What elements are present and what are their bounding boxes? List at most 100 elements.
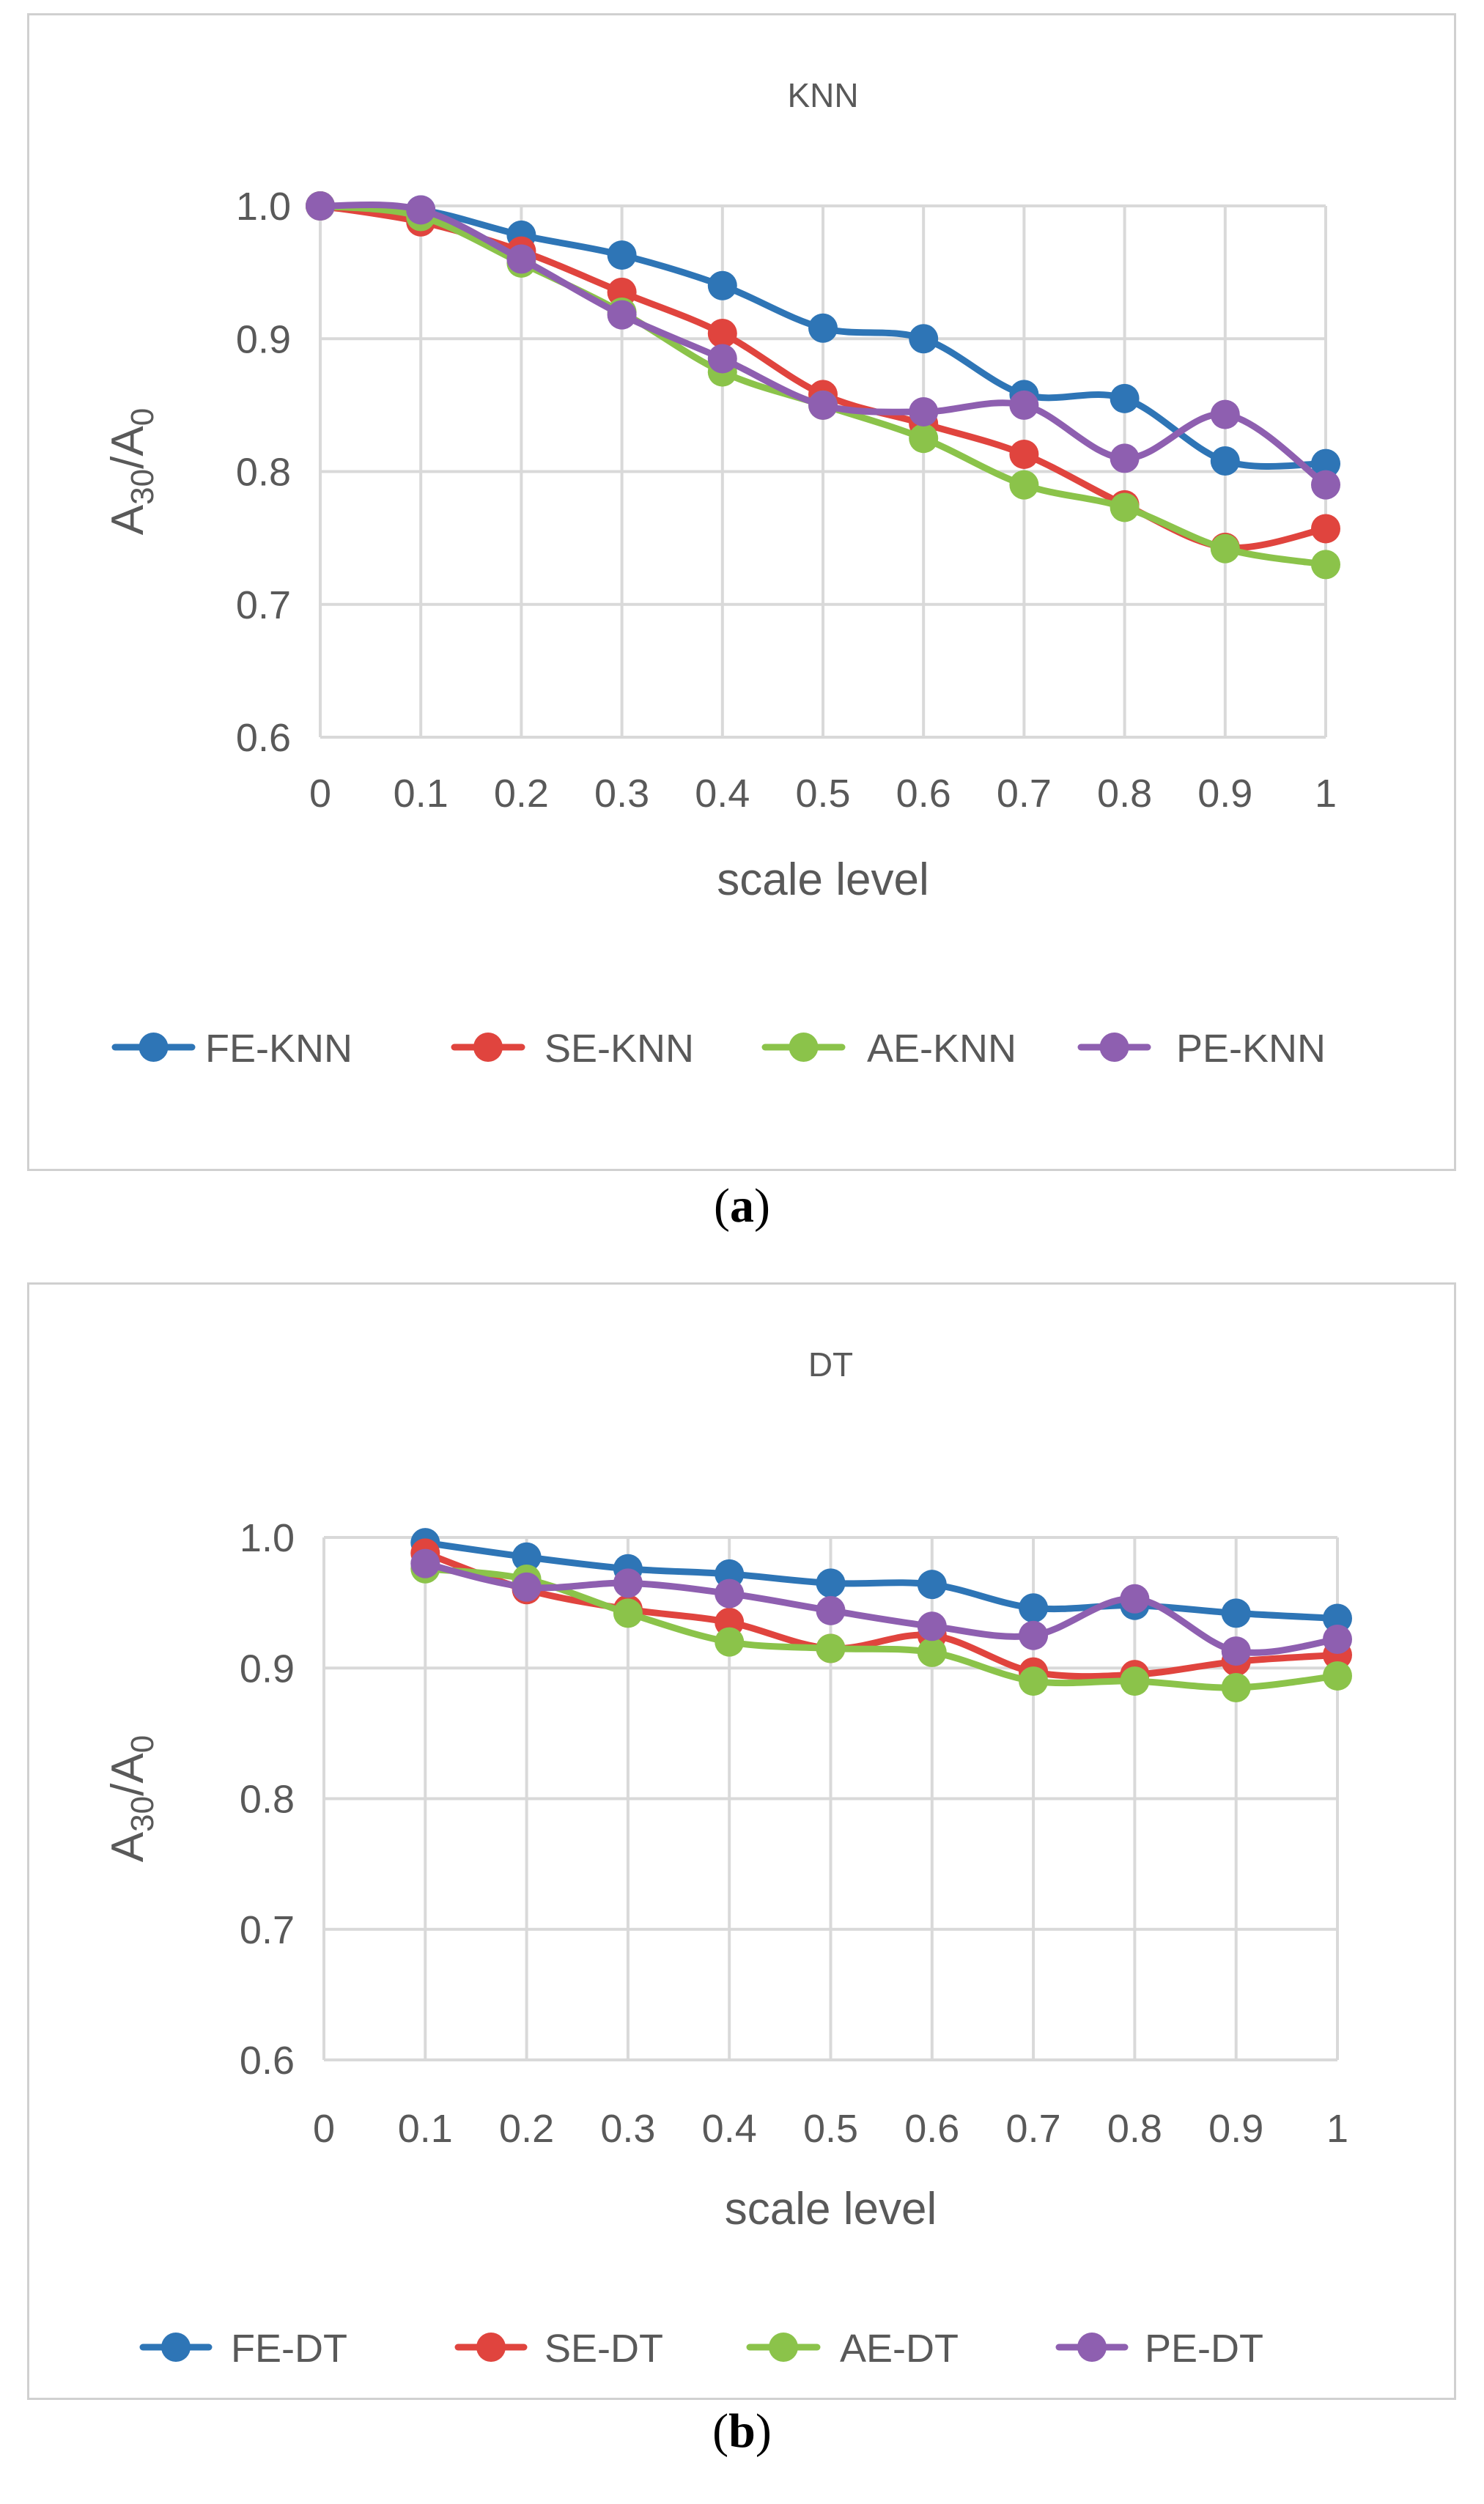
x-tick-label: 0.9 <box>1197 772 1252 816</box>
y-axis-label-part: 30 <box>125 1796 160 1832</box>
data-point <box>1311 550 1340 580</box>
y-tick-label: 1.0 <box>236 185 291 229</box>
y-tick-label: 0.8 <box>236 451 291 495</box>
series-line <box>421 1560 1341 1656</box>
y-axis-label-part: A <box>103 1831 153 1862</box>
x-tick-label: 0.5 <box>803 2107 858 2151</box>
legend-label: AE-DT <box>840 2327 959 2371</box>
data-point <box>917 1637 947 1667</box>
series-line <box>421 1539 1341 1622</box>
data-point <box>306 191 335 221</box>
legend-label: SE-DT <box>544 2327 663 2371</box>
chart-panel-b: DT 0.6 0.7 0.8 0.9 1.0 0 0.1 0.2 0.3 0.4 0.5 0.6 0.7 0… <box>27 1282 1456 2400</box>
data-point <box>1311 514 1340 544</box>
x-tick-label: 0.1 <box>398 2107 453 2151</box>
y-axis-label: A30/A0 <box>103 408 160 535</box>
x-tick-label: 1 <box>1315 772 1337 816</box>
data-point <box>1323 1661 1352 1691</box>
data-point <box>707 344 737 374</box>
data-point <box>410 1548 440 1578</box>
x-axis-label: scale level <box>717 854 929 905</box>
x-tick-label: 0.7 <box>1006 2107 1061 2151</box>
legend-marker <box>789 1033 819 1062</box>
x-tick-label: 0.4 <box>702 2107 757 2151</box>
legend-marker <box>139 1033 169 1062</box>
x-tick-label: 0.2 <box>494 772 549 816</box>
legend-marker <box>476 2333 506 2362</box>
y-axis-label-part: /A <box>103 426 153 469</box>
data-point <box>1019 1593 1049 1623</box>
x-tick-label: 0.8 <box>1107 2107 1162 2151</box>
y-axis-label-part: /A <box>103 1753 153 1796</box>
y-tick-label: 0.9 <box>240 1647 295 1691</box>
legend-label: PE-KNN <box>1176 1027 1326 1071</box>
legend-marker <box>473 1033 503 1062</box>
y-axis-label: A30/A0 <box>103 1735 160 1862</box>
data-point <box>1120 1584 1150 1614</box>
dt-line-chart: DT 0.6 0.7 0.8 0.9 1.0 0 0.1 0.2 0.3 0.4 0.5 0.6 0.7 0… <box>103 1345 1352 2371</box>
data-point <box>707 319 737 348</box>
data-point <box>1110 443 1140 473</box>
data-point <box>1019 1666 1049 1696</box>
x-tick-label: 0.1 <box>394 772 448 816</box>
x-tick-label: 0.7 <box>997 772 1052 816</box>
data-point <box>1221 1636 1251 1666</box>
data-point <box>808 390 838 420</box>
x-axis-label: scale level <box>725 2184 937 2234</box>
data-point <box>607 300 637 330</box>
series-line <box>421 1565 1341 1691</box>
series-line <box>421 1549 1341 1680</box>
x-tick-label: 0.9 <box>1208 2107 1263 2151</box>
data-point <box>1110 492 1140 522</box>
legend-label: PE-DT <box>1145 2327 1263 2371</box>
y-tick-label: 0.6 <box>240 2039 295 2083</box>
x-tick-label: 1 <box>1326 2107 1348 2151</box>
legend-marker <box>161 2333 191 2362</box>
x-tick-label: 0 <box>313 2107 335 2151</box>
data-point <box>816 1633 846 1663</box>
data-point <box>506 244 536 274</box>
y-tick-label: 0.7 <box>236 583 291 627</box>
data-point <box>917 1611 947 1641</box>
data-point <box>607 240 637 270</box>
data-point <box>1323 1625 1352 1655</box>
x-tick-label: 0.3 <box>600 2107 655 2151</box>
y-tick-label: 0.6 <box>236 716 291 760</box>
legend-label: FE-KNN <box>205 1027 352 1071</box>
y-tick-label: 0.9 <box>236 317 291 361</box>
data-point <box>816 1568 846 1598</box>
x-tick-label: 0.8 <box>1097 772 1152 816</box>
legend-label: FE-DT <box>231 2327 347 2371</box>
data-point <box>1210 533 1240 564</box>
data-point <box>715 1578 745 1609</box>
x-tick-label: 0.6 <box>896 772 951 816</box>
data-point <box>1110 383 1140 413</box>
data-point <box>816 1595 846 1625</box>
chart-title: DT <box>808 1345 853 1384</box>
y-axis-label-part: 0 <box>125 408 160 426</box>
x-tick-label: 0.6 <box>904 2107 959 2151</box>
legend-marker <box>1099 1033 1129 1062</box>
data-point <box>1019 1620 1049 1650</box>
x-tick-label: 0.2 <box>499 2107 554 2151</box>
data-point <box>1311 448 1340 479</box>
data-point <box>1009 439 1039 469</box>
legend-label: SE-KNN <box>544 1027 694 1071</box>
data-point <box>1009 390 1039 420</box>
y-tick-label: 0.7 <box>240 1908 295 1952</box>
knn-line-chart: KNN 0.6 0.7 0.8 0.9 1.0 0 0.1 0.2 0.3 0.4 0.5 0.6 0.7… <box>103 76 1340 1071</box>
legend-marker <box>769 2333 798 2362</box>
data-point <box>917 1570 947 1600</box>
data-point <box>1009 470 1039 500</box>
x-tick-label: 0.4 <box>695 772 750 816</box>
data-point <box>512 1572 542 1602</box>
data-point <box>1221 1672 1251 1702</box>
y-axis-label-part: 0 <box>125 1735 160 1753</box>
x-tick-label: 0 <box>309 772 331 816</box>
data-point <box>1323 1603 1352 1633</box>
data-point <box>1311 470 1340 500</box>
caption-a: (a) <box>714 1179 770 1233</box>
y-axis-label-part: A <box>103 504 153 535</box>
data-point <box>1221 1598 1251 1628</box>
x-tick-label: 0.5 <box>795 772 850 816</box>
